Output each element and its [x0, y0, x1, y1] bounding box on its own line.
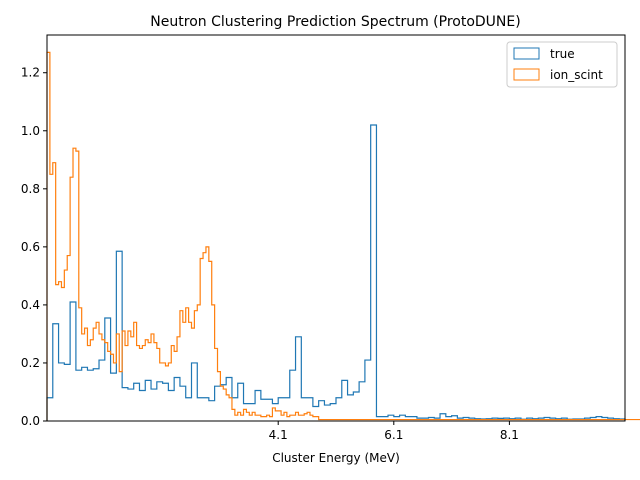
y-tick-label: 0.6 [21, 240, 40, 254]
y-tick-label: 0.8 [21, 182, 40, 196]
x-axis-label: Cluster Energy (MeV) [272, 451, 400, 465]
legend-swatch-ion-scint [513, 68, 540, 81]
series-layer [46, 51, 640, 421]
series-ion-scint-step [46, 51, 640, 421]
x-tick-label: 8.1 [500, 428, 519, 442]
y-tick-label: 0.4 [21, 298, 40, 312]
chart-title: Neutron Clustering Prediction Spectrum (… [150, 14, 520, 30]
series-true-step [46, 124, 626, 421]
legend-label-ion-scint: ion_scint [550, 68, 603, 82]
plot-frame [46, 34, 626, 422]
y-tick-label: 0.0 [21, 414, 40, 428]
x-tick-label: 6.1 [384, 428, 403, 442]
y-tick-label: 0.2 [21, 356, 40, 370]
x-tick-label: 4.1 [269, 428, 288, 442]
legend-label-true: true [550, 47, 575, 61]
legend-swatch-true [513, 47, 540, 60]
y-tick-label: 1.0 [21, 124, 40, 138]
y-tick-label: 1.2 [21, 66, 40, 80]
legend-box [506, 41, 618, 88]
legend: true ion_scint [506, 41, 618, 88]
ticks-layer: 0.0 0.2 0.4 0.6 0.8 1.0 1.2 4.1 6.1 8.1 [21, 66, 519, 442]
